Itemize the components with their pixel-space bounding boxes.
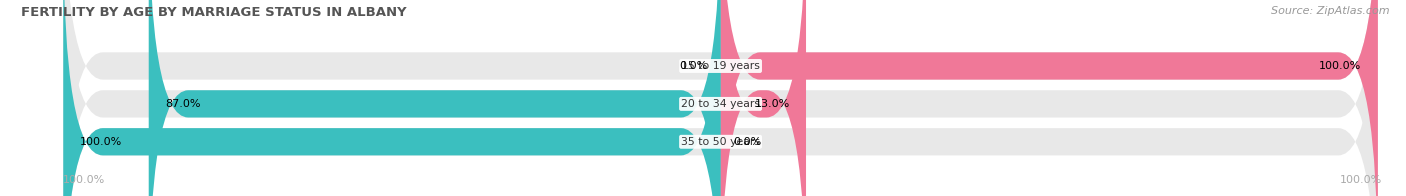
- Text: 100.0%: 100.0%: [80, 137, 122, 147]
- Text: 100.0%: 100.0%: [1340, 175, 1382, 185]
- Text: FERTILITY BY AGE BY MARRIAGE STATUS IN ALBANY: FERTILITY BY AGE BY MARRIAGE STATUS IN A…: [21, 6, 406, 19]
- Text: 0.0%: 0.0%: [734, 137, 762, 147]
- Text: 0.0%: 0.0%: [679, 61, 707, 71]
- FancyBboxPatch shape: [63, 0, 1378, 196]
- Text: 20 to 34 years: 20 to 34 years: [681, 99, 761, 109]
- FancyBboxPatch shape: [63, 0, 1378, 196]
- FancyBboxPatch shape: [63, 0, 1378, 196]
- Text: 15 to 19 years: 15 to 19 years: [681, 61, 761, 71]
- Text: 100.0%: 100.0%: [63, 175, 105, 185]
- FancyBboxPatch shape: [721, 0, 806, 196]
- FancyBboxPatch shape: [63, 0, 721, 196]
- Text: 13.0%: 13.0%: [755, 99, 790, 109]
- FancyBboxPatch shape: [721, 0, 1378, 196]
- FancyBboxPatch shape: [149, 0, 721, 196]
- Text: Source: ZipAtlas.com: Source: ZipAtlas.com: [1271, 6, 1389, 16]
- Text: 35 to 50 years: 35 to 50 years: [681, 137, 761, 147]
- Text: 100.0%: 100.0%: [1319, 61, 1361, 71]
- Text: 87.0%: 87.0%: [165, 99, 201, 109]
